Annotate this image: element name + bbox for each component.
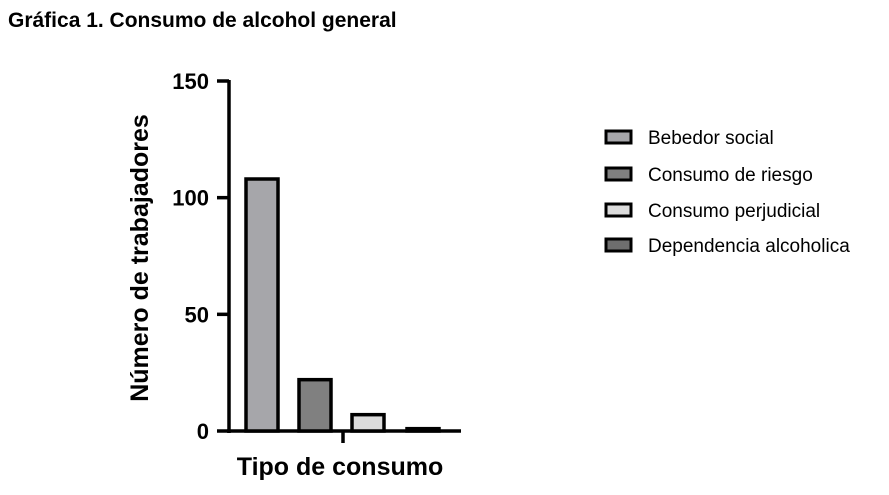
legend-swatch	[604, 129, 633, 145]
bar-4	[405, 426, 441, 433]
legend-label: Consumo de riesgo	[648, 165, 813, 186]
legend-item: Dependencia alcoholica	[604, 236, 850, 257]
bars	[244, 177, 441, 433]
legend-swatch	[604, 166, 633, 182]
legend-label: Bebedor social	[648, 128, 774, 149]
y-tick-label: 50	[185, 302, 209, 327]
legend-label: Dependencia alcoholica	[648, 236, 850, 257]
legend: Bebedor social Consumo de riesgo Consumo p…	[604, 128, 850, 257]
x-axis	[227, 429, 461, 443]
y-tick-label: 150	[172, 69, 209, 94]
bar-2	[297, 377, 333, 433]
y-ticks: 0 50 100 150	[172, 69, 229, 444]
y-axis-label: Número de trabajadores	[126, 114, 154, 402]
bar-1	[244, 177, 280, 433]
legend-item: Bebedor social	[604, 128, 774, 149]
y-tick-label: 0	[197, 419, 209, 444]
legend-item: Consumo perjudicial	[604, 201, 820, 222]
legend-swatch	[604, 237, 633, 253]
y-tick-label: 100	[172, 186, 209, 211]
legend-label: Consumo perjudicial	[648, 201, 820, 222]
bar-3	[350, 412, 386, 433]
legend-swatch	[604, 202, 633, 218]
x-axis-label: Tipo de consumo	[237, 453, 444, 481]
legend-item: Consumo de riesgo	[604, 165, 813, 186]
chart-title: Gráfica 1. Consumo de alcohol general	[8, 9, 397, 32]
